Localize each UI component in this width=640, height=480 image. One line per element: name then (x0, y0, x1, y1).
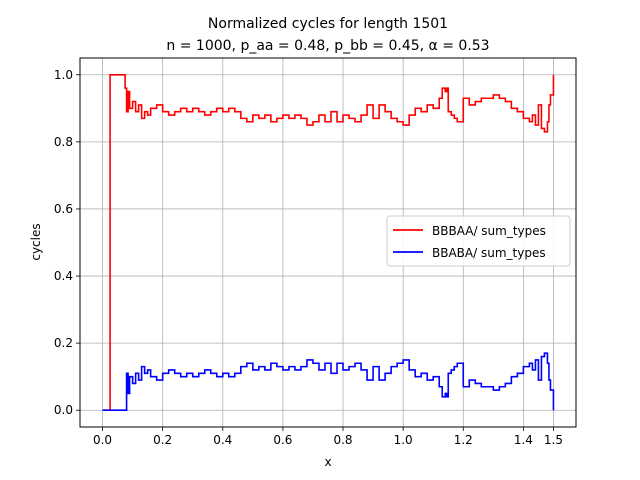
x-tick-label: 0.4 (213, 433, 232, 447)
y-tick-label: 0.8 (54, 135, 73, 149)
y-tick-label: 0.6 (54, 202, 73, 216)
y-tick-label: 0.2 (54, 336, 73, 350)
legend-label-bbaba: BBABA/ sum_types (432, 246, 546, 260)
series-layer (102, 73, 555, 412)
chart-title: Normalized cycles for length 1501 (208, 16, 448, 32)
y-tick-label: 0.4 (54, 269, 73, 283)
x-tick-label: 0.0 (93, 433, 112, 447)
x-tick-label: 0.2 (153, 433, 172, 447)
legend-label-bbbaa: BBBAA/ sum_types (432, 224, 546, 238)
series-line-bbbaa (102, 73, 555, 412)
legend: BBBAA/ sum_types BBABA/ sum_types (386, 215, 571, 267)
x-tick-label: 1.5 (544, 433, 563, 447)
ticks: 0.0 0.2 0.4 0.6 0.8 1.0 1.2 1.4 1.5 0.0 0.2 0.4 0.6 0… (54, 68, 563, 447)
y-tick-label: 0.0 (54, 403, 73, 417)
x-tick-label: 0.6 (273, 433, 292, 447)
series-line-bbaba (102, 352, 555, 412)
plot-area-frame (79, 57, 577, 428)
legend-box (386, 215, 571, 267)
grid (80, 58, 576, 427)
chart-subtitle: n = 1000, p_aa = 0.48, p_bb = 0.45, α = … (166, 38, 489, 54)
x-tick-label: 1.2 (454, 433, 473, 447)
y-axis-label: cycles (29, 223, 43, 260)
x-tick-label: 1.0 (394, 433, 413, 447)
y-tick-label: 1.0 (54, 68, 73, 82)
x-tick-label: 1.4 (514, 433, 533, 447)
x-axis-label: x (324, 455, 331, 469)
x-tick-label: 0.8 (333, 433, 352, 447)
